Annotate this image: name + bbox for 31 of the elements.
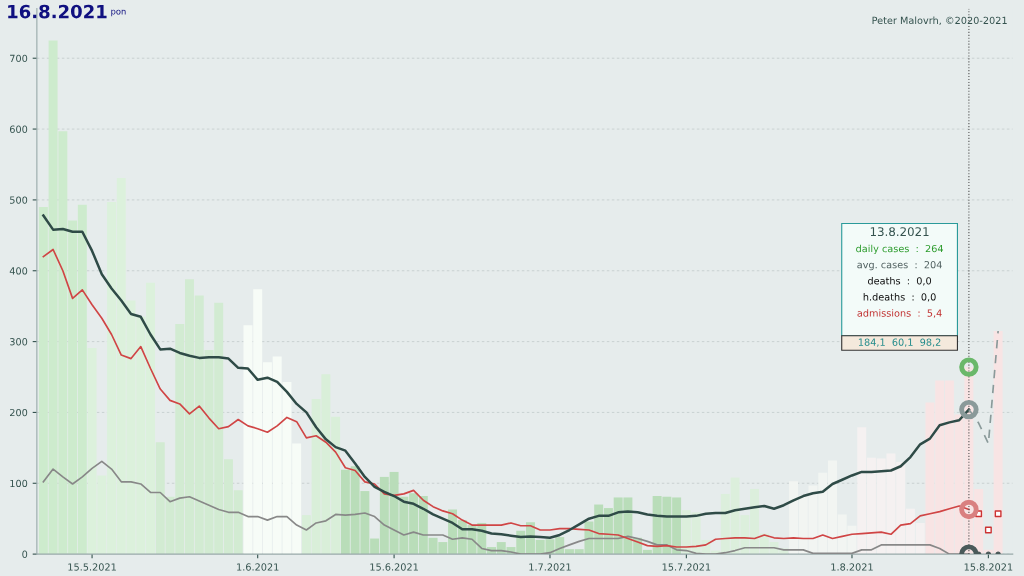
- x-tick-label: 1.6.2021: [237, 563, 279, 571]
- annotation: Peter Malovrh, ©2020-2021: [872, 16, 1007, 26]
- point: [984, 526, 992, 534]
- x-tick-label: 15.6.2021: [370, 563, 418, 571]
- point: [995, 551, 1001, 555]
- y-tick-label: 400: [9, 267, 28, 275]
- chart-title: 16.8.2021: [8, 4, 107, 19]
- y-tick-label: 300: [10, 338, 28, 346]
- point: [994, 510, 1002, 518]
- y-tick-label: 200: [9, 408, 28, 417]
- annotation: admissions : 5,4: [857, 309, 942, 318]
- x-tick-label: 1.8.2021: [831, 563, 873, 571]
- annotation: 13.8.2021: [870, 227, 929, 237]
- point: [959, 357, 979, 377]
- chart-subtitle: pon: [111, 9, 126, 17]
- y-tick-label: 100: [10, 479, 28, 488]
- y-tick-label: 500: [10, 196, 28, 204]
- point: [959, 499, 979, 520]
- annotation: h.deaths : 0,0: [863, 293, 936, 302]
- annotation: 184,1 60,1 98,2: [858, 338, 941, 347]
- point: [959, 399, 979, 420]
- y-tick-label: 0: [22, 550, 28, 558]
- x-tick-label: 15.5.2021: [68, 563, 116, 571]
- annotation: deaths : 0,0: [868, 276, 932, 286]
- x-tick-label: 1.7.2021: [529, 563, 571, 571]
- x-tick-label: 15.8.2021: [964, 563, 1013, 571]
- annotation: daily cases : 264: [856, 244, 944, 255]
- annotation: avg. cases : 204: [857, 261, 942, 271]
- x-tick-label: 15.7.2021: [662, 563, 711, 571]
- y-tick-label: 600: [9, 125, 28, 133]
- y-tick-label: 700: [10, 54, 28, 63]
